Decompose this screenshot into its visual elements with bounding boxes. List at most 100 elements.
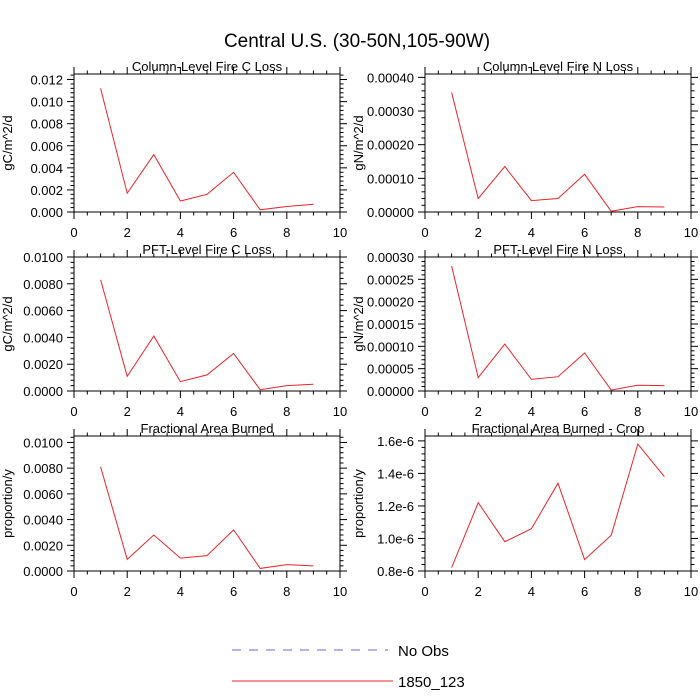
x-tick-label: 10 bbox=[684, 225, 698, 240]
y-tick-label: 0.0080 bbox=[23, 461, 63, 476]
y-tick-label: 0.0100 bbox=[23, 435, 63, 450]
x-tick-label: 6 bbox=[581, 404, 588, 419]
x-tick-label: 0 bbox=[70, 584, 77, 599]
y-tick-label: 0.00005 bbox=[367, 362, 414, 377]
x-tick-label: 2 bbox=[124, 225, 131, 240]
panel-title: Fractional Area Burned - Crop bbox=[472, 421, 645, 436]
panel-1: Column-Level Fire C Loss gC/m^2/d 0 2 4 6 8 10 0… bbox=[0, 59, 347, 240]
y-tick-label: 0.012 bbox=[30, 73, 63, 88]
x-tick-label: 8 bbox=[283, 225, 290, 240]
x-tick-label: 4 bbox=[177, 404, 184, 419]
panels: Column-Level Fire C Loss gC/m^2/d 0 2 4 6 8 10 0… bbox=[0, 59, 698, 599]
x-tick-label: 4 bbox=[177, 584, 184, 599]
y-tick-label: 0.010 bbox=[30, 95, 63, 110]
plot-frame bbox=[73, 435, 341, 572]
legend-label-no-obs: No Obs bbox=[398, 643, 449, 660]
y-tick-label: 1.4e-6 bbox=[377, 466, 414, 481]
x-tick-label: 10 bbox=[333, 404, 347, 419]
y-tick-label: 0.008 bbox=[30, 117, 63, 132]
figure-title: Central U.S. (30-50N,105-90W) bbox=[224, 31, 490, 52]
series-line-1850-123 bbox=[451, 265, 665, 391]
panel-6: Fractional Area Burned - Crop proportion/… bbox=[351, 421, 698, 599]
x-tick-label: 2 bbox=[475, 225, 482, 240]
y-tick-label: 0.00010 bbox=[367, 339, 414, 354]
y-axis-label: gC/m^2/d bbox=[0, 296, 15, 351]
x-tick-label: 10 bbox=[333, 584, 347, 599]
panel-title: PFT-Level Fire C Loss bbox=[142, 242, 272, 257]
y-tick-label: 0.00000 bbox=[367, 205, 414, 220]
y-tick-label: 0.0080 bbox=[23, 277, 63, 292]
x-tick-label: 8 bbox=[634, 584, 641, 599]
y-tick-label: 0.0060 bbox=[23, 487, 63, 502]
x-tick-label: 6 bbox=[581, 584, 588, 599]
x-tick-label: 4 bbox=[177, 225, 184, 240]
panel-4: PFT-Level Fire N Loss gN/m^2/d 0 2 4 6 8 10 0.00… bbox=[351, 242, 698, 419]
x-tick-label: 8 bbox=[634, 404, 641, 419]
y-tick-label: 0.8e-6 bbox=[377, 564, 414, 579]
y-axis-label: gN/m^2/d bbox=[351, 115, 366, 170]
y-tick-label: 0.0040 bbox=[23, 513, 63, 528]
y-axis-label: gC/m^2/d bbox=[0, 115, 15, 170]
x-tick-label: 6 bbox=[581, 225, 588, 240]
plot-frame bbox=[73, 73, 341, 213]
panel-title: Column-Level Fire C Loss bbox=[132, 59, 283, 74]
x-tick-label: 10 bbox=[684, 404, 698, 419]
y-tick-label: 0.0040 bbox=[23, 330, 63, 345]
legend: No Obs 1850_123 bbox=[232, 643, 465, 691]
x-tick-label: 0 bbox=[421, 404, 428, 419]
plot-frame bbox=[424, 435, 692, 572]
y-tick-label: 0.0000 bbox=[23, 564, 63, 579]
panel-title: Fractional Area Burned bbox=[141, 421, 274, 436]
y-tick-label: 0.00010 bbox=[367, 171, 414, 186]
series-line-1850-123 bbox=[451, 443, 665, 568]
x-tick-label: 0 bbox=[70, 404, 77, 419]
y-tick-label: 0.00040 bbox=[367, 70, 414, 85]
x-tick-label: 8 bbox=[634, 225, 641, 240]
y-axis-label: proportion/y bbox=[0, 469, 15, 538]
y-tick-label: 0.002 bbox=[30, 183, 63, 198]
plot-frame bbox=[73, 256, 341, 392]
x-tick-label: 6 bbox=[230, 584, 237, 599]
legend-label-1850-123: 1850_123 bbox=[398, 674, 465, 691]
x-tick-label: 2 bbox=[124, 584, 131, 599]
y-tick-label: 0.00015 bbox=[367, 317, 414, 332]
y-axis-label: gN/m^2/d bbox=[351, 296, 366, 351]
y-tick-label: 0.000 bbox=[30, 205, 63, 220]
panel-title: Column-Level Fire N Loss bbox=[483, 59, 634, 74]
x-tick-label: 0 bbox=[421, 225, 428, 240]
y-tick-label: 0.006 bbox=[30, 139, 63, 154]
x-tick-label: 10 bbox=[684, 584, 698, 599]
y-tick-label: 0.00000 bbox=[367, 384, 414, 399]
y-tick-label: 0.00030 bbox=[367, 250, 414, 265]
x-tick-label: 8 bbox=[283, 404, 290, 419]
y-tick-label: 0.00020 bbox=[367, 295, 414, 310]
series-line-1850-123 bbox=[451, 92, 665, 212]
y-tick-label: 0.00030 bbox=[367, 104, 414, 119]
y-tick-label: 0.00025 bbox=[367, 272, 414, 287]
series-line-1850-123 bbox=[100, 466, 314, 569]
series-line-1850-123 bbox=[100, 88, 314, 211]
y-tick-label: 0.004 bbox=[30, 161, 63, 176]
panel-title: PFT-Level Fire N Loss bbox=[493, 242, 623, 257]
panel-3: PFT-Level Fire C Loss gC/m^2/d 0 2 4 6 8 10 0.00… bbox=[0, 242, 347, 419]
x-tick-label: 6 bbox=[230, 225, 237, 240]
series-line-1850-123 bbox=[100, 279, 314, 391]
plot-frame bbox=[424, 73, 692, 213]
x-tick-label: 6 bbox=[230, 404, 237, 419]
y-tick-label: 0.00020 bbox=[367, 138, 414, 153]
y-tick-label: 0.0020 bbox=[23, 538, 63, 553]
x-tick-label: 4 bbox=[528, 225, 535, 240]
x-tick-label: 10 bbox=[333, 225, 347, 240]
plot-frame bbox=[424, 256, 692, 392]
x-tick-label: 0 bbox=[421, 584, 428, 599]
x-tick-label: 8 bbox=[283, 584, 290, 599]
y-tick-label: 0.0060 bbox=[23, 304, 63, 319]
panel-5: Fractional Area Burned proportion/y 0 2 4 6 8 1… bbox=[0, 421, 347, 599]
x-tick-label: 2 bbox=[124, 404, 131, 419]
y-tick-label: 1.0e-6 bbox=[377, 531, 414, 546]
y-axis-label: proportion/y bbox=[351, 469, 366, 538]
y-tick-label: 0.0000 bbox=[23, 384, 63, 399]
panel-2: Column-Level Fire N Loss gN/m^2/d 0 2 4 6 8 10 0… bbox=[351, 59, 698, 240]
x-tick-label: 4 bbox=[528, 404, 535, 419]
